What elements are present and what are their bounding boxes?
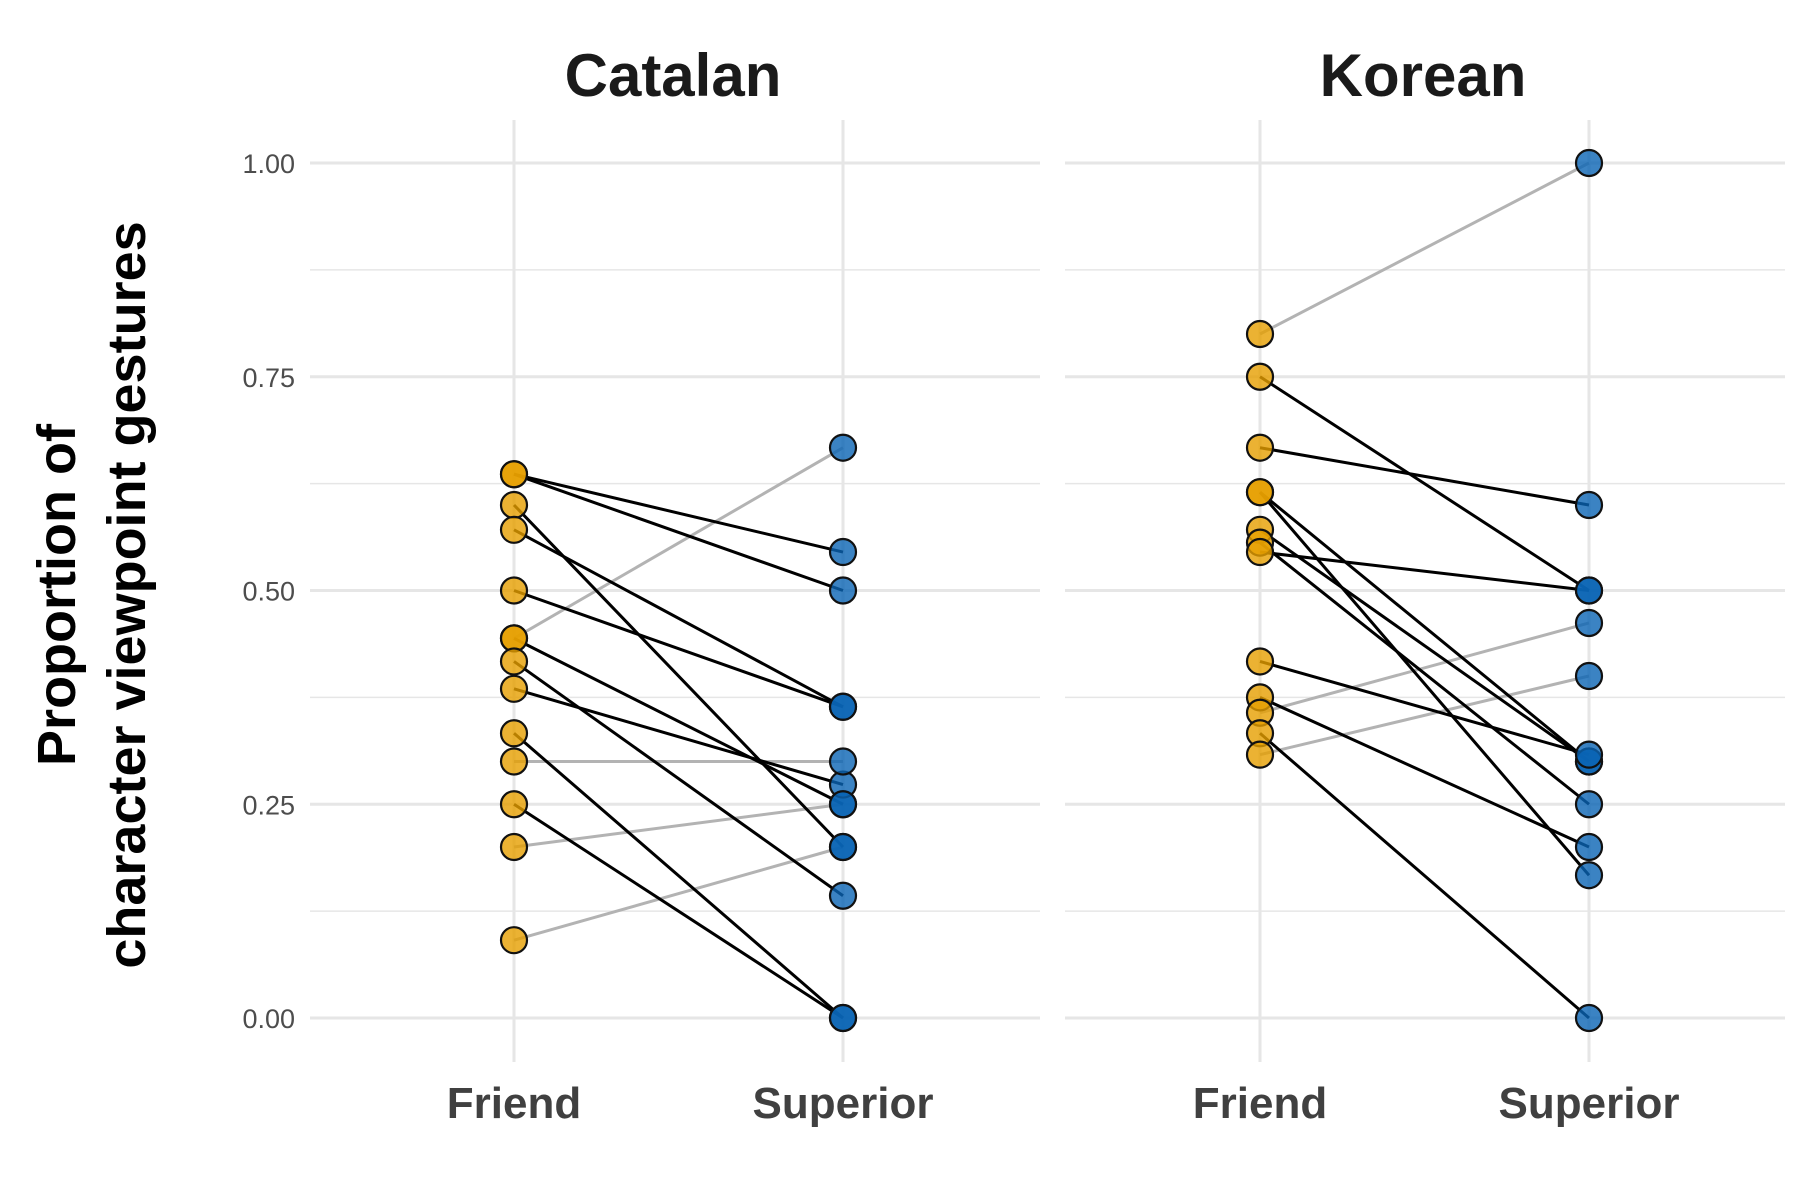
y-tick-label: 0.25 [242,790,295,820]
panel-korean: Korean Friend Superior [1065,42,1785,1128]
y-axis-title: Proportion of character viewpoint gestur… [27,221,157,968]
decrease-line [513,637,844,806]
friend-point [499,674,529,703]
superior-point [828,881,858,910]
friend-point [499,832,529,862]
y-axis-title-line-2: character viewpoint gestures [97,221,157,968]
decrease-line [1259,550,1590,592]
friend-point [499,647,529,676]
decrease-line [1259,541,1590,806]
facet-title-catalan: Catalan [565,42,782,109]
increase-line [513,802,844,849]
friend-point [499,460,529,489]
decrease-line [1258,491,1591,877]
decrease-line [1259,375,1590,592]
friend-point [1245,478,1275,507]
decrease-line [1259,446,1590,507]
decrease-line [513,528,844,709]
friend-point [499,926,529,955]
x-tick-label-friend: Friend [447,1079,581,1128]
friend-point [499,490,529,520]
facet-title-korean: Korean [1320,42,1527,109]
decrease-line [513,687,844,787]
friend-point [499,747,529,776]
superior-point [1574,576,1604,605]
increase-line [513,446,844,640]
superior-point [1574,490,1604,520]
decrease-line [1259,491,1590,763]
friend-point [499,576,529,605]
decrease-line [513,732,844,1020]
decrease-line [513,660,844,897]
friend-point [1245,647,1275,676]
friend-point [1245,433,1275,462]
superior-point [828,576,858,605]
superior-point [828,537,858,567]
decrease-line [1259,732,1590,1020]
superior-point [1574,861,1604,890]
friend-point [1245,740,1275,769]
decrease-line [1259,696,1590,849]
decrease-line [513,589,844,709]
panel-catalan: Catalan Friend Superior [310,42,1040,1128]
friend-point [1245,537,1275,567]
superior-point [828,692,858,721]
decrease-line [1259,528,1590,763]
increase-line [513,845,844,942]
y-tick-label: 0.50 [242,577,295,607]
superior-point [1574,148,1604,178]
superior-point [828,832,858,862]
friend-point [499,790,529,819]
superior-point [1574,661,1604,691]
friend-point [1245,319,1275,349]
y-tick-label: 0.00 [242,1004,295,1034]
superior-point [828,790,858,819]
plot-layer: Catalan Friend Superior Korean Friend Superio… [242,42,1785,1128]
superior-point [828,1003,858,1033]
friend-point [1245,362,1275,391]
superior-point [828,433,858,462]
decrease-line [512,503,845,849]
superior-point [1574,832,1604,862]
y-tick-label: 0.75 [242,363,295,393]
decrease-line [513,802,844,1020]
superior-point [1574,740,1604,769]
friend-point [499,719,529,748]
decrease-line [513,472,844,554]
x-tick-label-friend: Friend [1193,1079,1327,1128]
friend-point [499,515,529,544]
increase-line [1259,621,1590,715]
superior-point [1574,790,1604,819]
y-axis-title-line-1: Proportion of [27,423,87,766]
superior-point [1574,1003,1604,1033]
x-tick-label-superior: Superior [1499,1079,1680,1128]
decrease-line [513,472,844,592]
superior-point [1574,608,1604,638]
decrease-line [1259,660,1590,757]
x-tick-label-superior: Superior [753,1079,934,1128]
increase-line [1259,674,1590,757]
y-tick-label: 1.00 [242,149,295,179]
increase-line [1259,161,1590,336]
superior-point [828,747,858,776]
